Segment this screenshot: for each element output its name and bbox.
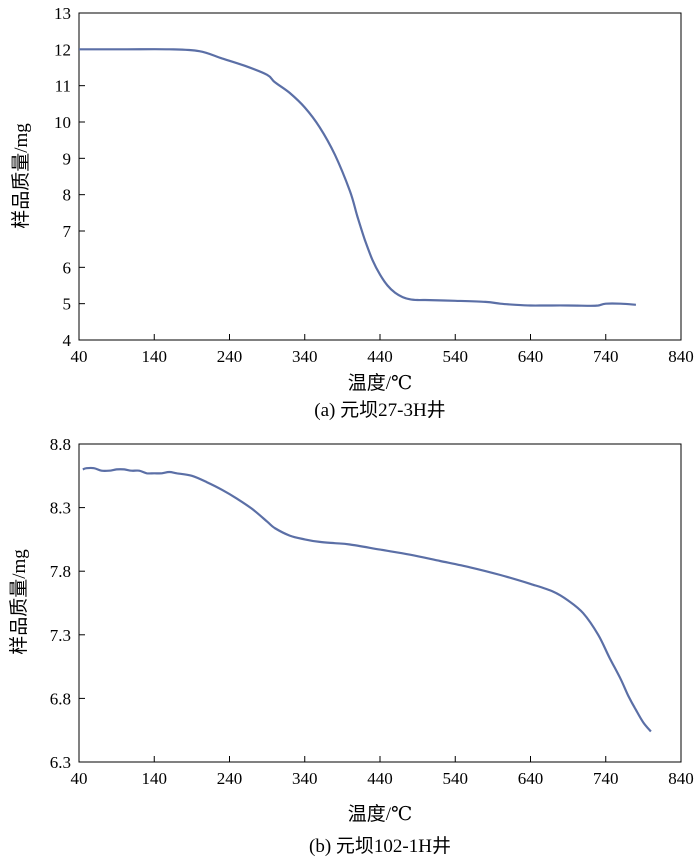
y-ticks: 6.3 6.8 7.3 7.8 8.3 8.8 bbox=[50, 435, 85, 772]
y-tick-label: 6.3 bbox=[50, 753, 71, 772]
y-tick-label: 8.3 bbox=[50, 499, 71, 518]
x-tick-label: 640 bbox=[518, 347, 544, 366]
plot-frame bbox=[78, 443, 682, 763]
x-tick-label: 140 bbox=[142, 347, 168, 366]
x-tick-label: 440 bbox=[367, 347, 393, 366]
y-tick-label: 10 bbox=[54, 113, 71, 132]
y-tick-label: 13 bbox=[54, 4, 71, 23]
x-tick-label: 540 bbox=[443, 769, 469, 788]
y-tick-label: 12 bbox=[54, 40, 71, 59]
chart-caption: (a) 元坝27-3H井 bbox=[314, 399, 445, 421]
x-tick-label: 440 bbox=[367, 769, 393, 788]
y-axis-label: 样品质量/mg bbox=[10, 123, 32, 229]
y-ticks: 4 5 6 7 8 9 10 11 12 13 bbox=[54, 4, 85, 350]
y-axis-label: 样品质量/mg bbox=[8, 549, 30, 655]
y-tick-label: 8 bbox=[63, 186, 72, 205]
series-line bbox=[82, 466, 652, 733]
x-ticks: 40 140 240 340 440 540 640 740 840 bbox=[71, 756, 694, 788]
y-tick-label: 7.8 bbox=[50, 562, 71, 581]
x-axis-label: 温度/℃ bbox=[348, 372, 413, 394]
y-tick-label: 6 bbox=[63, 258, 72, 277]
x-tick-label: 40 bbox=[71, 347, 88, 366]
x-tick-label: 640 bbox=[518, 769, 544, 788]
x-ticks: 40 140 240 340 440 540 640 740 840 bbox=[71, 334, 694, 366]
x-tick-label: 340 bbox=[292, 769, 318, 788]
chart-panel-b: 40 140 240 340 440 540 640 740 840 6.3 6.8 7.3 7.8 8… bbox=[8, 435, 694, 857]
chart-caption: (b) 元坝102-1H井 bbox=[309, 835, 451, 857]
x-tick-label: 240 bbox=[217, 769, 243, 788]
chart-panel-a: 40 140 240 340 440 540 640 740 840 4 5 6 7 8 9 10 11 12 1… bbox=[10, 4, 694, 421]
x-tick-label: 540 bbox=[443, 347, 469, 366]
y-tick-label: 6.8 bbox=[50, 689, 71, 708]
x-tick-label: 740 bbox=[593, 769, 619, 788]
series-line bbox=[79, 48, 636, 307]
plot-frame bbox=[78, 12, 682, 341]
y-tick-label: 5 bbox=[63, 295, 72, 314]
y-tick-label: 7 bbox=[63, 222, 72, 241]
y-tick-label: 8.8 bbox=[50, 435, 71, 454]
x-tick-label: 240 bbox=[217, 347, 243, 366]
x-tick-label: 140 bbox=[142, 769, 168, 788]
x-tick-label: 840 bbox=[668, 769, 694, 788]
x-tick-label: 340 bbox=[292, 347, 318, 366]
y-tick-label: 7.3 bbox=[50, 626, 71, 645]
x-tick-label: 840 bbox=[668, 347, 694, 366]
x-axis-label: 温度/℃ bbox=[348, 803, 413, 825]
x-tick-label: 740 bbox=[593, 347, 619, 366]
y-tick-label: 9 bbox=[63, 149, 72, 168]
y-tick-label: 11 bbox=[55, 77, 71, 96]
y-tick-label: 4 bbox=[63, 331, 72, 350]
x-tick-label: 40 bbox=[71, 769, 88, 788]
